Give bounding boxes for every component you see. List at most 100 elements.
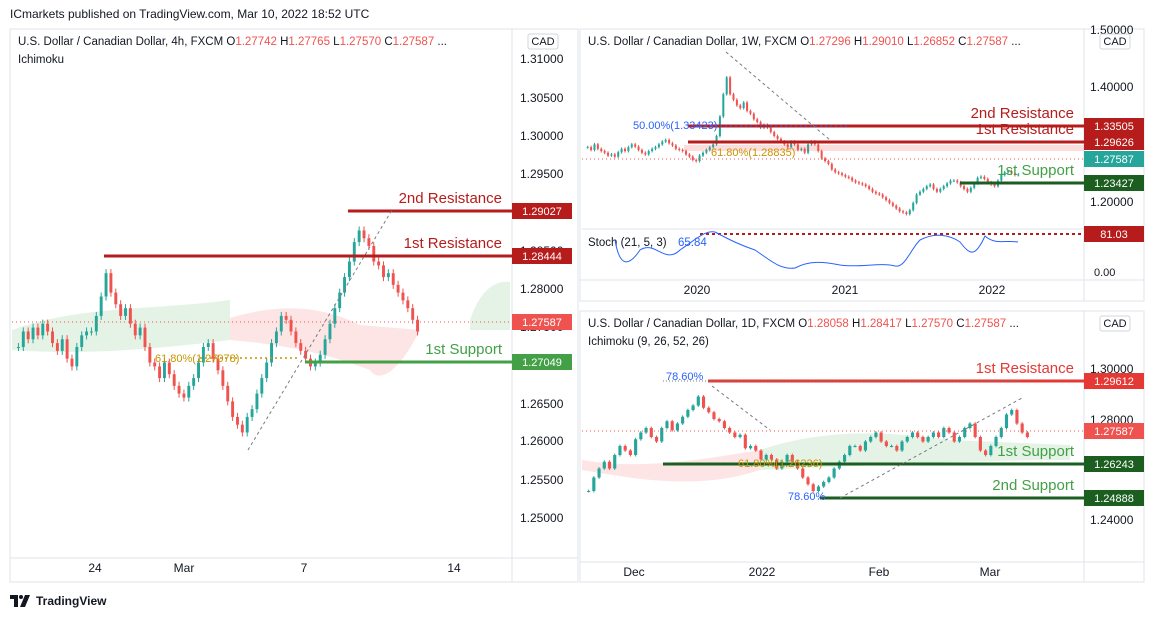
candle-body bbox=[596, 144, 599, 149]
y-tick-label: 1.29500 bbox=[520, 167, 564, 181]
candle-body bbox=[26, 331, 30, 340]
candle-body bbox=[947, 428, 951, 433]
candle-body bbox=[637, 146, 640, 150]
candle-body bbox=[613, 154, 616, 157]
candle-body bbox=[640, 149, 643, 153]
candle-body bbox=[660, 428, 664, 442]
candle-body bbox=[75, 347, 79, 367]
candle-body bbox=[973, 423, 977, 437]
candle-body bbox=[806, 477, 810, 485]
candles-d1 bbox=[587, 395, 1029, 493]
candle-body bbox=[752, 113, 755, 120]
candle-body bbox=[630, 144, 633, 148]
candle-body bbox=[749, 110, 752, 114]
candle-body bbox=[279, 315, 283, 332]
x-tick-label: 2021 bbox=[832, 283, 859, 297]
candle-body bbox=[712, 144, 715, 148]
currency-label: CAD bbox=[531, 36, 554, 48]
candle-body bbox=[874, 432, 878, 437]
level-price: 1.24888 bbox=[1094, 493, 1134, 505]
candle-body bbox=[221, 370, 225, 386]
candle-body bbox=[733, 432, 737, 437]
candle-body bbox=[822, 482, 826, 487]
tradingview-footer[interactable]: TradingView bbox=[10, 594, 106, 608]
candle-body bbox=[847, 176, 850, 178]
candle-body bbox=[698, 155, 701, 162]
candle-body bbox=[201, 347, 205, 363]
candle-body bbox=[651, 148, 654, 152]
candle-body bbox=[1015, 410, 1019, 424]
candle-body bbox=[707, 407, 711, 413]
candle-body bbox=[811, 484, 815, 491]
candle-body bbox=[603, 151, 606, 153]
level-price-badge bbox=[1084, 175, 1144, 191]
candle-body bbox=[206, 343, 210, 347]
candle-body bbox=[986, 178, 989, 183]
candle-body bbox=[661, 141, 664, 145]
y-tick-label: 1.30500 bbox=[520, 91, 564, 105]
candle-body bbox=[250, 409, 254, 417]
candle-body bbox=[60, 339, 64, 351]
y-tick-label: 1.26500 bbox=[520, 397, 564, 411]
candle-body bbox=[382, 265, 385, 278]
candle-body bbox=[644, 428, 648, 433]
candle-body bbox=[411, 308, 415, 320]
candle-body bbox=[925, 186, 928, 189]
candle-body bbox=[41, 323, 45, 336]
candle-body bbox=[844, 175, 847, 177]
candles-w1 bbox=[586, 75, 1020, 216]
candle-body bbox=[362, 230, 366, 239]
candle-body bbox=[746, 102, 749, 111]
chart-title: U.S. Dollar / Canadian Dollar, 1D, FXCM … bbox=[588, 318, 1019, 330]
candle-body bbox=[620, 148, 623, 153]
candle-body bbox=[600, 148, 603, 152]
x-tick-label: 24 bbox=[88, 561, 102, 575]
candle-body bbox=[617, 152, 620, 157]
candle-body bbox=[688, 154, 691, 157]
candle-body bbox=[957, 437, 962, 442]
candle-body bbox=[931, 432, 935, 437]
candle-body bbox=[796, 144, 799, 150]
candle-body bbox=[668, 139, 671, 144]
candle-body bbox=[649, 428, 653, 437]
candle-body bbox=[1000, 175, 1003, 181]
candle-body bbox=[338, 292, 342, 309]
fib-label-1d-bottom: 78.60% bbox=[788, 491, 826, 503]
candle-body bbox=[861, 183, 864, 185]
candle-body bbox=[881, 194, 884, 198]
candle-body bbox=[674, 145, 677, 149]
candle-body bbox=[946, 183, 949, 187]
candle-body bbox=[902, 211, 905, 213]
candle-body bbox=[935, 188, 938, 192]
candle-body bbox=[756, 119, 759, 123]
candle-body bbox=[1010, 410, 1014, 415]
fib-trendline-1w bbox=[725, 51, 831, 141]
tradingview-logo-icon bbox=[10, 595, 30, 607]
candle-body bbox=[898, 208, 901, 212]
publish-header: ICmarkets published on TradingView.com, … bbox=[10, 7, 370, 21]
candle-body bbox=[827, 477, 831, 482]
candles-h4 bbox=[16, 226, 420, 437]
candle-body bbox=[773, 132, 776, 136]
candle-body bbox=[989, 446, 993, 455]
candle-body bbox=[807, 144, 810, 153]
candle-body bbox=[952, 180, 955, 182]
candle-body bbox=[628, 450, 632, 455]
candle-body bbox=[929, 184, 932, 187]
level-price: 1.23427 bbox=[1094, 178, 1134, 190]
fib-label-4h: 61.80%(1.27078) bbox=[155, 353, 239, 365]
candle-body bbox=[978, 437, 982, 451]
level-price: 1.26243 bbox=[1094, 459, 1134, 471]
candle-body bbox=[973, 183, 976, 188]
candle-body bbox=[634, 439, 638, 455]
candle-body bbox=[748, 446, 753, 449]
last-price-label: 1.27587 bbox=[522, 317, 562, 329]
candle-body bbox=[963, 186, 966, 189]
candle-body bbox=[416, 319, 420, 332]
candle-body bbox=[1007, 171, 1010, 173]
candle-body bbox=[1025, 432, 1029, 437]
candle-body bbox=[94, 315, 98, 332]
candle-body bbox=[352, 242, 356, 262]
candle-body bbox=[725, 77, 728, 95]
